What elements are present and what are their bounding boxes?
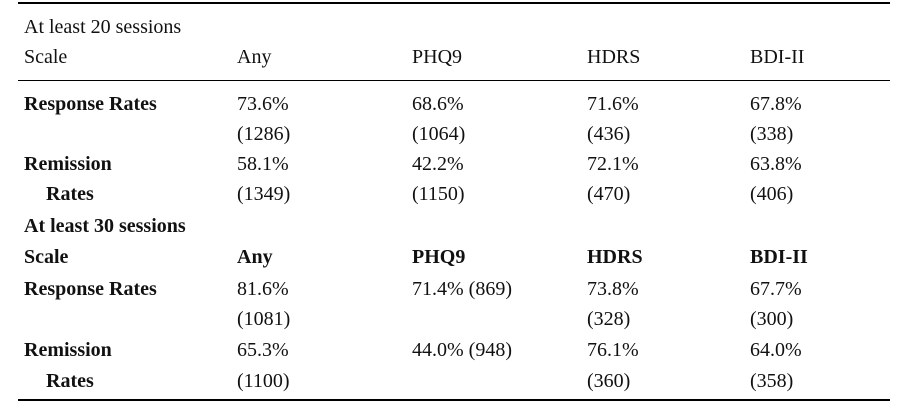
column-header: Scale	[24, 46, 68, 68]
cell-value: (1064)	[412, 123, 466, 145]
cell-value: (328)	[587, 308, 631, 331]
row-label: Response Rates	[24, 93, 157, 115]
top-rule	[18, 2, 890, 4]
cell-value: 73.8%	[587, 277, 639, 300]
column-header: Scale	[24, 245, 69, 268]
cell-value: (1150)	[412, 183, 465, 205]
cell-value: 67.8%	[750, 93, 802, 115]
cell-value: 64.0%	[750, 339, 802, 362]
column-header: HDRS	[587, 245, 643, 268]
cell-value: (360)	[587, 369, 631, 392]
cell-value: (1100)	[237, 369, 290, 392]
row-label: Rates	[46, 369, 94, 392]
cell-value: 42.2%	[412, 153, 464, 175]
column-header: BDI-II	[750, 46, 805, 68]
cell-value: (300)	[750, 308, 794, 331]
cell-value: (1081)	[237, 308, 291, 331]
cell-value: 71.4% (869)	[412, 277, 512, 300]
column-header: PHQ9	[412, 245, 466, 268]
row-label: Remission	[24, 339, 112, 362]
row-label: Remission	[24, 153, 112, 175]
cell-value: 81.6%	[237, 277, 289, 300]
cell-value: (358)	[750, 369, 794, 392]
cell-value: (1286)	[237, 123, 291, 145]
cell-value: (1349)	[237, 183, 291, 205]
cell-value: (406)	[750, 183, 794, 205]
section-title: At least 20 sessions	[24, 16, 182, 38]
row-label: Rates	[46, 183, 94, 205]
cell-value: (470)	[587, 183, 631, 205]
bottom-rule	[18, 399, 890, 401]
cell-value: (338)	[750, 123, 794, 145]
section-title: At least 30 sessions	[24, 215, 186, 237]
cell-value: 71.6%	[587, 93, 639, 115]
cell-value: (436)	[587, 123, 631, 145]
header-rule	[18, 80, 890, 81]
cell-value: 65.3%	[237, 339, 289, 362]
column-header: Any	[237, 245, 273, 268]
column-header: HDRS	[587, 46, 641, 68]
cell-value: 76.1%	[587, 339, 639, 362]
cell-value: 73.6%	[237, 93, 289, 115]
cell-value: 68.6%	[412, 93, 464, 115]
column-header: Any	[237, 46, 272, 68]
cell-value: 63.8%	[750, 153, 802, 175]
column-header: BDI-II	[750, 245, 808, 268]
column-header: PHQ9	[412, 46, 463, 68]
row-label: Response Rates	[24, 277, 157, 300]
cell-value: 67.7%	[750, 277, 802, 300]
cell-value: 58.1%	[237, 153, 289, 175]
cell-value: 44.0% (948)	[412, 339, 512, 362]
cell-value: 72.1%	[587, 153, 639, 175]
